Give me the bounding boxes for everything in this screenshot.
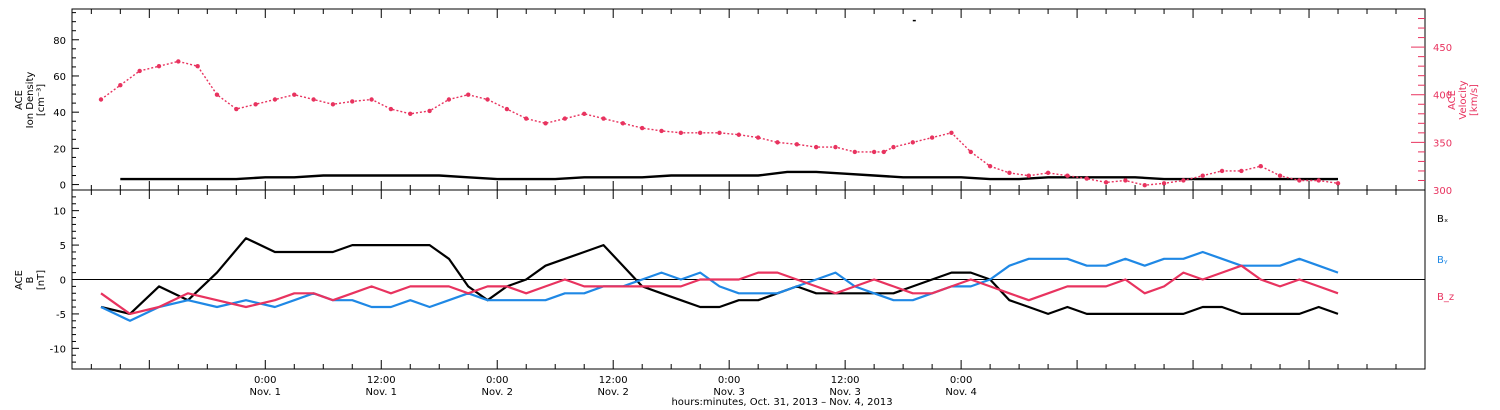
b-tick-label: 0 <box>60 276 66 287</box>
density-tick-label: 80 <box>53 36 66 47</box>
density-tick-label: 60 <box>53 72 66 83</box>
velocity-point <box>253 102 258 107</box>
velocity-point <box>1239 168 1244 174</box>
velocity-point <box>1084 176 1089 181</box>
velocity-tick-label: 450 <box>1433 43 1452 54</box>
velocity-point <box>601 116 606 121</box>
velocity-point <box>176 59 181 64</box>
velocity-point <box>775 140 780 145</box>
bx-series <box>100 237 1339 315</box>
density-tick-label: 0 <box>60 181 66 192</box>
x-tick-time: 0:00 <box>718 375 740 386</box>
x-tick-day: Nov. 1 <box>250 387 281 398</box>
velocity-point <box>582 111 587 116</box>
x-tick-time: 12:00 <box>831 375 860 386</box>
x-tick-time: 0:00 <box>950 375 972 386</box>
by-series <box>100 250 1339 322</box>
legend-by-series: Bᵧ <box>1437 255 1448 266</box>
velocity-axis-label: [km/s] <box>1469 84 1480 116</box>
velocity-point <box>736 132 742 137</box>
x-tick-day: Nov. 2 <box>481 387 512 398</box>
legend-bx-series: Bₓ <box>1437 214 1448 225</box>
x-axis-title: hours:minutes, Oct. 31, 2013 – Nov. 4, 2… <box>671 397 892 408</box>
velocity-point <box>659 128 664 134</box>
velocity-point <box>562 116 568 121</box>
density-axis-label: [cm⁻³] <box>36 84 47 116</box>
velocity-tick-label: 400 <box>1433 91 1452 102</box>
velocity-point <box>1045 170 1051 176</box>
velocity-point <box>881 149 886 155</box>
x-tick-time: 0:00 <box>486 375 508 386</box>
velocity-tick-label: 350 <box>1433 138 1452 149</box>
x-tick-day: Nov. 2 <box>597 387 628 398</box>
density-tick-label: 40 <box>53 108 66 119</box>
density-point <box>912 19 916 22</box>
velocity-point <box>1335 181 1341 186</box>
velocity-point <box>639 125 645 131</box>
velocity-point <box>794 142 800 147</box>
velocity-axis-label: Velocity <box>1458 80 1469 119</box>
velocity-point <box>543 121 548 126</box>
magnetic-field-panel: -10 -5 0 5 10 ACE B [nT] Bₓ Bᵧ B_z <box>14 189 1454 370</box>
density-axis-label: Ion Density <box>25 72 36 129</box>
b-tick-label: 10 <box>53 207 66 218</box>
velocity-point <box>272 97 278 102</box>
velocity-tick-label: 300 <box>1433 186 1452 197</box>
velocity-point <box>98 97 104 102</box>
b-tick-label: 5 <box>60 241 66 252</box>
x-tick-day: Nov. 1 <box>366 387 397 398</box>
x-tick-day: Nov. 3 <box>829 387 860 398</box>
x-tick-day: Nov. 4 <box>945 387 976 398</box>
velocity-point <box>408 111 413 116</box>
x-tick-time: 12:00 <box>599 375 628 386</box>
b-axis-label: B <box>25 276 36 283</box>
x-tick-time: 0:00 <box>254 375 276 386</box>
density-axis-label: ACE <box>14 90 25 110</box>
b-axis-label: ACE <box>14 270 25 290</box>
bz-series <box>100 264 1339 315</box>
velocity-point <box>156 63 162 69</box>
velocity-series <box>100 60 1339 186</box>
b-tick-label: -5 <box>56 310 66 321</box>
velocity-axis-label: ACE <box>1447 90 1458 110</box>
velocity-point <box>1103 180 1109 185</box>
velocity-point <box>1065 173 1070 178</box>
b-tick-label: -10 <box>50 344 66 355</box>
density-series <box>120 170 1338 181</box>
velocity-point <box>813 144 819 150</box>
legend-bz-series: B_z <box>1437 292 1454 303</box>
x-tick-day: Nov. 3 <box>713 387 744 398</box>
x-tick-time: 12:00 <box>367 375 396 386</box>
density-tick-label: 20 <box>53 144 66 155</box>
velocity-point <box>755 135 761 140</box>
velocity-point <box>620 121 626 126</box>
b-axis-label: [nT] <box>36 270 47 290</box>
